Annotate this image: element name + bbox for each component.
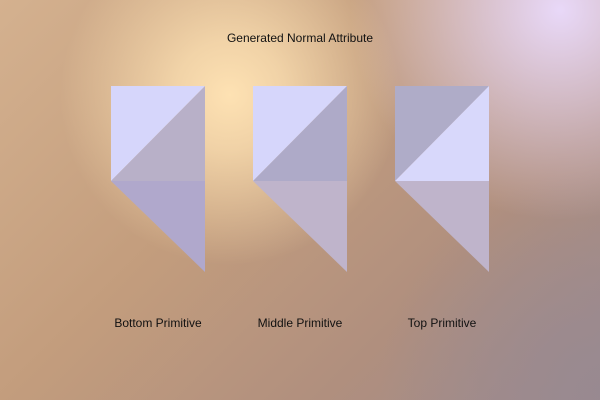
top-lower-triangle xyxy=(395,181,489,272)
bottom-upper-right-triangle xyxy=(111,86,205,181)
bottom-primitive-label: Bottom Primitive xyxy=(114,316,202,330)
middle-lower-triangle xyxy=(253,181,347,272)
bottom-primitive-graphic xyxy=(111,86,205,272)
top-upper-right-triangle xyxy=(395,86,489,181)
bottom-primitive-svg xyxy=(111,86,205,272)
page-title: Generated Normal Attribute xyxy=(226,31,374,45)
top-primitive-label: Top Primitive xyxy=(407,316,477,330)
middle-primitive-svg xyxy=(253,86,347,272)
middle-primitive-label: Middle Primitive xyxy=(257,316,343,330)
top-primitive-graphic xyxy=(395,86,489,272)
bottom-lower-triangle xyxy=(111,181,205,272)
top-primitive-svg xyxy=(395,86,489,272)
middle-upper-right-triangle xyxy=(253,86,347,181)
middle-primitive-graphic xyxy=(253,86,347,272)
